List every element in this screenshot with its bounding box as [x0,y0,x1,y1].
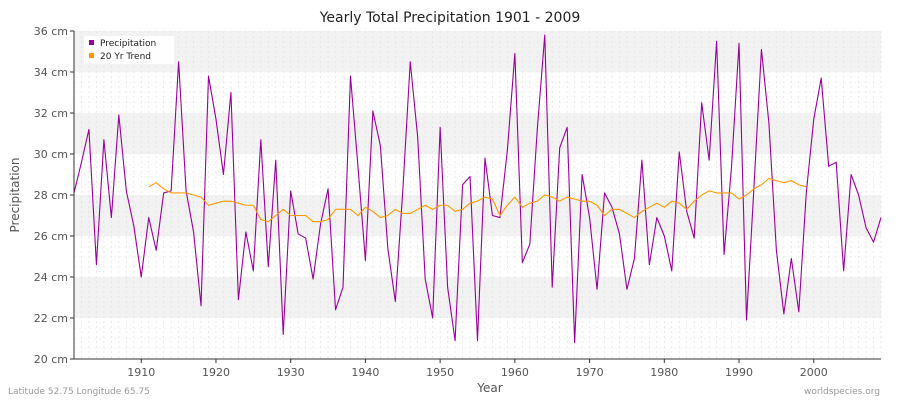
ticks: 1910 1920 1930 1940 1950 1960 1970 1980 1990 2000… [34,25,828,379]
y-tick-label: 20 cm [34,353,68,366]
x-tick-label: 1980 [650,366,678,379]
plot-band [74,154,881,195]
precipitation-line [73,34,882,344]
x-tick-label: 1940 [351,366,379,379]
chart-title: Yearly Total Precipitation 1901 - 2009 [319,10,581,26]
x-tick-label: 1910 [127,366,155,379]
legend: Precipitation 20 Yr Trend [84,36,174,64]
x-tick-label: 1950 [426,366,454,379]
x-tick-label: 1990 [725,366,753,379]
legend-swatch-trend [89,53,94,58]
legend-background [84,36,174,64]
x-tick-label: 1920 [202,366,230,379]
legend-label-precipitation: Precipitation [100,39,156,49]
y-axis-label: Precipitation [8,157,22,232]
x-tick-label: 1960 [501,366,529,379]
y-tick-label: 36 cm [34,25,68,38]
footer-source: worldspecies.org [804,387,880,397]
y-tick-label: 22 cm [34,312,68,325]
x-tick-label: 1970 [576,366,604,379]
y-tick-label: 26 cm [34,230,68,243]
trend-line [148,178,807,223]
y-tick-label: 34 cm [34,66,68,79]
x-axis-label: Year [476,381,502,395]
y-tick-label: 28 cm [34,189,68,202]
y-tick-label: 24 cm [34,271,68,284]
footer-coordinates: Latitude 52.75 Longitude 65.75 [8,387,150,397]
x-tick-label: 2000 [800,366,828,379]
y-tick-label: 30 cm [34,148,68,161]
series-layer [73,34,882,344]
y-tick-label: 32 cm [34,107,68,120]
legend-swatch-precipitation [89,40,94,45]
x-tick-label: 1930 [277,366,305,379]
legend-label-trend: 20 Yr Trend [100,52,151,62]
